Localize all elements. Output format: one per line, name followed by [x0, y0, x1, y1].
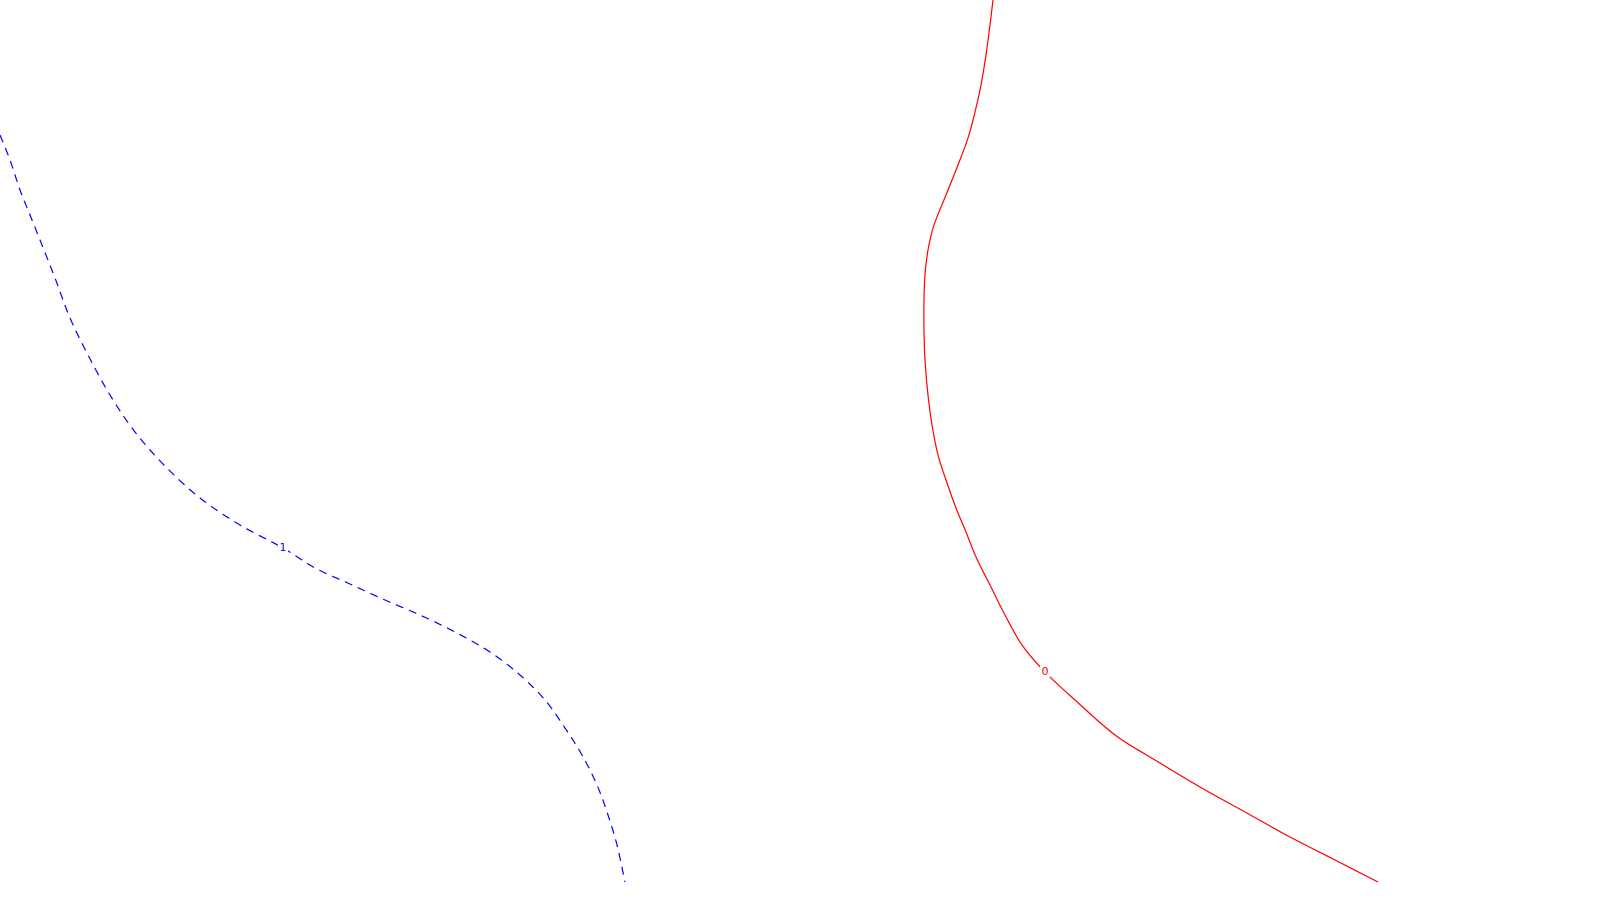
contour-label-background: [1040, 665, 1050, 677]
contour-label-0: 0: [1042, 665, 1049, 678]
contour-line-1: [0, 134, 626, 883]
contour-label-background: [278, 541, 288, 553]
contour-series-0: 0: [923, 0, 1379, 883]
series-layer: 10: [0, 0, 1379, 883]
contour-series-1: 1: [0, 134, 626, 883]
contour-line-0: [923, 0, 1379, 883]
contour-label-1: 1: [280, 541, 287, 554]
